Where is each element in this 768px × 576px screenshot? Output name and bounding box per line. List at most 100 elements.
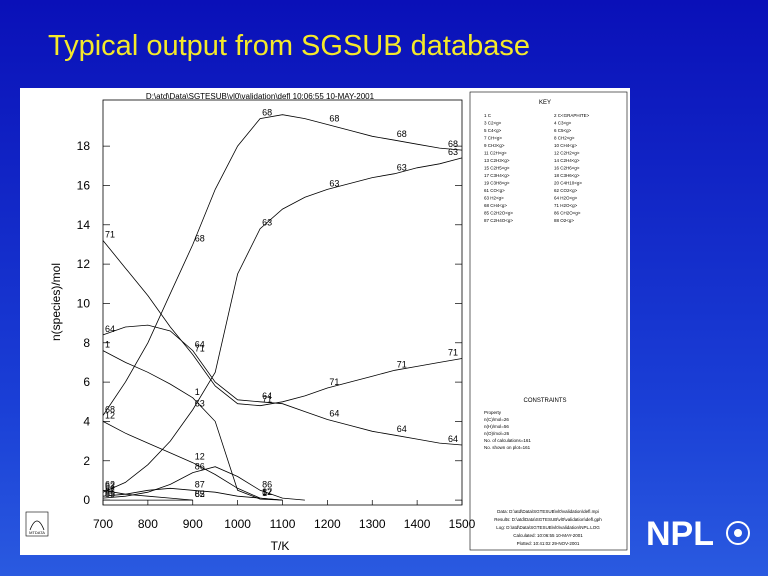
key-entry: 71 H2O<g> — [554, 203, 578, 208]
series-line — [102, 324, 463, 446]
curve-label: 63 — [195, 399, 205, 409]
constraint: n(O)/mol=26 — [484, 431, 510, 436]
curve-label: 1 — [262, 488, 267, 498]
key-entry: 17 C3H4<g> — [484, 173, 510, 178]
key-entry: 1 C — [484, 113, 492, 118]
curve-label: 71 — [105, 230, 115, 240]
key-entry: 5 C4<g> — [484, 128, 502, 133]
x-tick-label: 1300 — [359, 517, 386, 531]
y-tick-label: 0 — [83, 493, 90, 507]
curve-label: 1 — [105, 340, 110, 350]
key-entry: 4 C3<g> — [554, 121, 572, 126]
curve-label: 68 — [262, 108, 272, 118]
slide-title: Typical output from SGSUB database — [48, 30, 530, 62]
y-axis-label: n(species)/mol — [49, 263, 63, 341]
series-line — [102, 489, 193, 501]
curve-label: 71 — [329, 377, 339, 387]
footer-line: Calculated: 10:06:55 10-MAY-2001 — [513, 533, 583, 538]
y-tick-label: 2 — [83, 454, 90, 468]
curve-label: 64 — [448, 434, 458, 444]
key-entry: 18 C3H6<g> — [554, 173, 580, 178]
curve-label: 63 — [448, 147, 458, 157]
series-line — [102, 240, 463, 407]
curve-label: 68 — [195, 233, 205, 243]
curve-label: 64 — [329, 408, 339, 418]
constraint: No. shown on plot=161 — [484, 445, 531, 450]
key-entry: 10 CH4<g> — [554, 143, 577, 148]
footer-line: Results: D:\atd\Data\SGTESUB\vl0\validat… — [494, 517, 602, 522]
key-entry: 13 C2H3<g> — [484, 158, 510, 163]
constraints-title: CONSTRAINTS — [523, 398, 566, 404]
key-entry: 88 O2<g> — [554, 218, 574, 223]
curve-label: 12 — [262, 487, 272, 497]
curve-label: 63 — [329, 178, 339, 188]
logo-icon — [29, 520, 45, 531]
curve-label: 63 — [105, 481, 115, 491]
y-tick-label: 6 — [83, 375, 90, 389]
y-tick-label: 18 — [77, 139, 91, 153]
curve-label: 64 — [105, 324, 115, 334]
key-entry: 87 C2H4O<g> — [484, 218, 513, 223]
curve-label: 71 — [397, 359, 407, 369]
key-entry: 11 C2H<g> — [484, 151, 507, 156]
key-entry: 3 C2<g> — [484, 121, 502, 126]
constraint: n(H)/mol=56 — [484, 424, 509, 429]
x-tick-label: 1200 — [314, 517, 341, 531]
key-entry: 6 C5<g> — [554, 128, 572, 133]
series-line — [102, 350, 283, 501]
curve-label: 64 — [195, 340, 205, 350]
footer-line: Log: D:\atd\Data\SGTESUB\vl0\validation\… — [496, 525, 600, 530]
logo-box — [25, 511, 49, 537]
footer-line: Plotted: 10:41:02 29-NOV-2001 — [517, 541, 580, 546]
curve-label: 68 — [105, 405, 115, 415]
curve-label: 62 — [195, 489, 205, 499]
curve-label: 68 — [329, 113, 339, 123]
y-tick-label: 14 — [77, 218, 91, 232]
key-entry: 19 C3H8<g> — [484, 181, 510, 186]
key-entry: 8 CH2<g> — [554, 136, 575, 141]
key-entry: 61 CO<g> — [484, 188, 505, 193]
curve-label: 86 — [195, 462, 205, 472]
brand: NPL — [646, 515, 714, 553]
x-tick-label: 1400 — [404, 517, 431, 531]
brand-emblem — [726, 521, 750, 545]
key-entry: 64 H2O<g> — [554, 196, 578, 201]
key-entry: 85 C2H2O<g> — [484, 211, 513, 216]
key-entry: 12 C2H2<g> — [554, 151, 580, 156]
y-tick-label: 8 — [83, 336, 90, 350]
series-line — [102, 487, 283, 501]
curve-label: 87 — [262, 487, 272, 497]
x-tick-label: 1500 — [449, 517, 476, 531]
curve-label: 64 — [397, 424, 407, 434]
constraint: No. of calculations=161 — [484, 438, 531, 443]
brand-emblem-core — [734, 529, 742, 537]
y-tick-label: 16 — [77, 178, 91, 192]
key-entry: 7 CH<g> — [484, 136, 502, 141]
curve-label: 64 — [262, 391, 272, 401]
curve-label: 12 — [105, 410, 115, 420]
x-tick-label: 1100 — [270, 517, 296, 531]
key-entry: 63 H2<g> — [484, 196, 504, 201]
constraint: Property — [484, 410, 502, 415]
key-title: KEY — [539, 100, 551, 106]
constraint: n(C)/mol=26 — [484, 417, 509, 422]
curve-label: 86 — [105, 487, 115, 497]
y-tick-label: 4 — [83, 414, 90, 428]
curve-label: 63 — [397, 163, 407, 173]
chart-header: D:\atd\Data\SGTESUB\vl0\validation\defl … — [146, 92, 375, 101]
series-line — [102, 466, 305, 501]
curve-label: 85 — [105, 489, 115, 499]
key-entry: 20 C4H10<g> — [554, 181, 582, 186]
curve-label: 87 — [195, 479, 205, 489]
series-line — [102, 114, 463, 416]
curve-label: 68 — [448, 139, 458, 149]
x-tick-label: 800 — [138, 517, 158, 531]
series-line — [102, 421, 283, 501]
curve-label: 87 — [105, 485, 115, 495]
key-entry: 2 C<GRAPHITE> — [554, 113, 590, 118]
key-entry: 9 CH3<g> — [484, 143, 505, 148]
series-line — [102, 157, 463, 493]
y-tick-label: 12 — [77, 257, 91, 271]
